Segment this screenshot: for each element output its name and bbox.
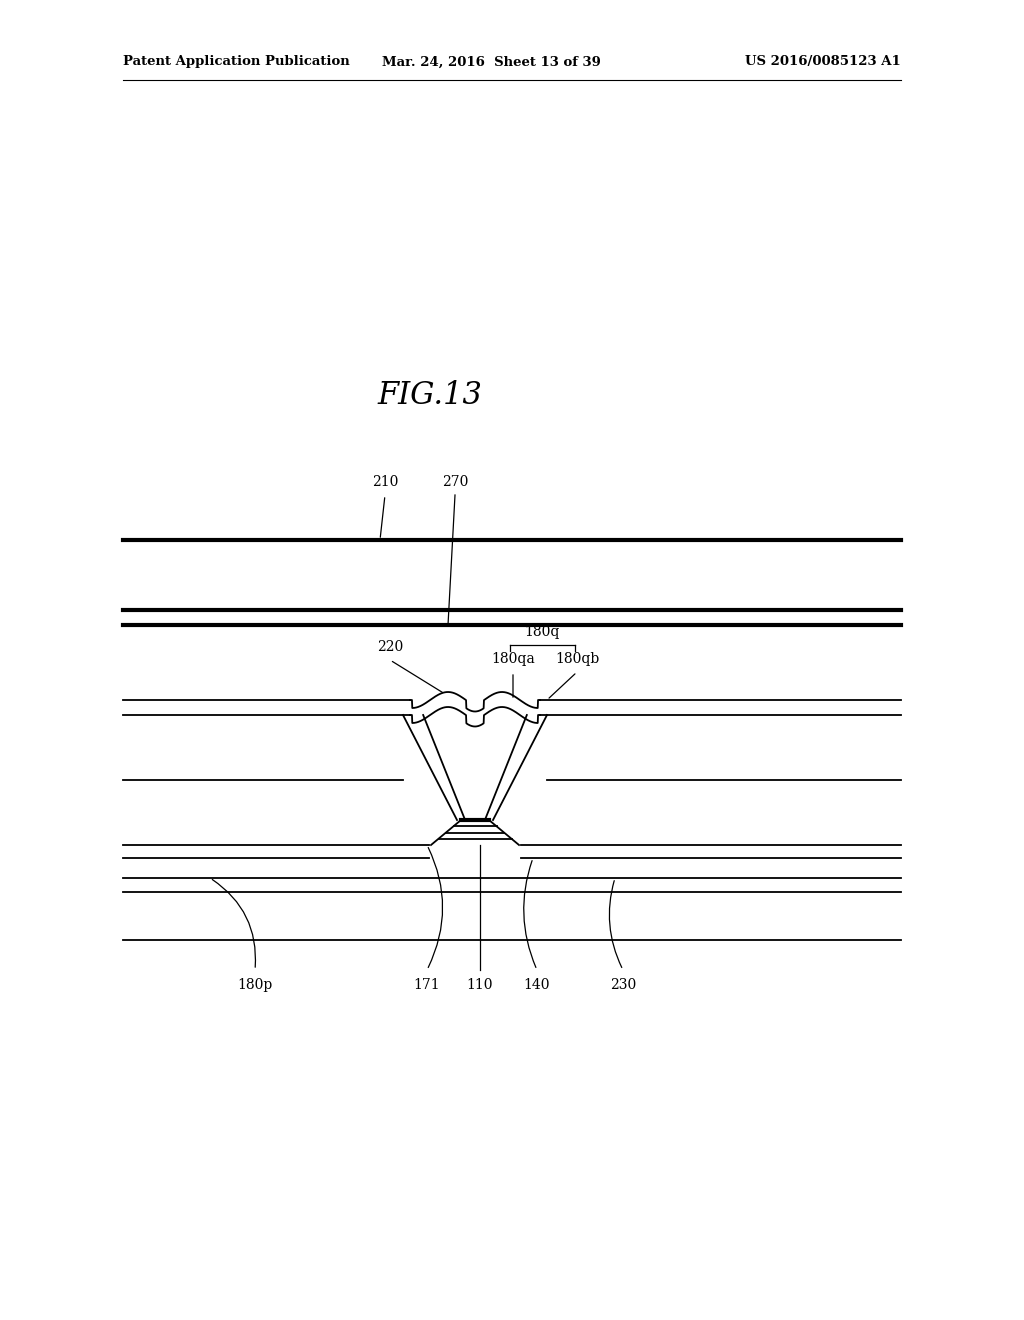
Text: 220: 220	[377, 640, 403, 653]
Text: 270: 270	[441, 475, 468, 488]
Text: 180qb: 180qb	[555, 652, 599, 667]
Text: 180qa: 180qa	[492, 652, 535, 667]
Text: 210: 210	[372, 475, 398, 488]
Text: 230: 230	[610, 978, 636, 993]
Text: 180p: 180p	[238, 978, 272, 993]
Text: 171: 171	[414, 978, 440, 993]
Text: FIG.13: FIG.13	[378, 380, 482, 411]
Text: Mar. 24, 2016  Sheet 13 of 39: Mar. 24, 2016 Sheet 13 of 39	[382, 55, 601, 69]
Text: US 2016/0085123 A1: US 2016/0085123 A1	[745, 55, 901, 69]
Text: Patent Application Publication: Patent Application Publication	[123, 55, 349, 69]
Text: 180q: 180q	[525, 624, 560, 639]
Text: 110: 110	[467, 978, 494, 993]
Text: 140: 140	[523, 978, 550, 993]
